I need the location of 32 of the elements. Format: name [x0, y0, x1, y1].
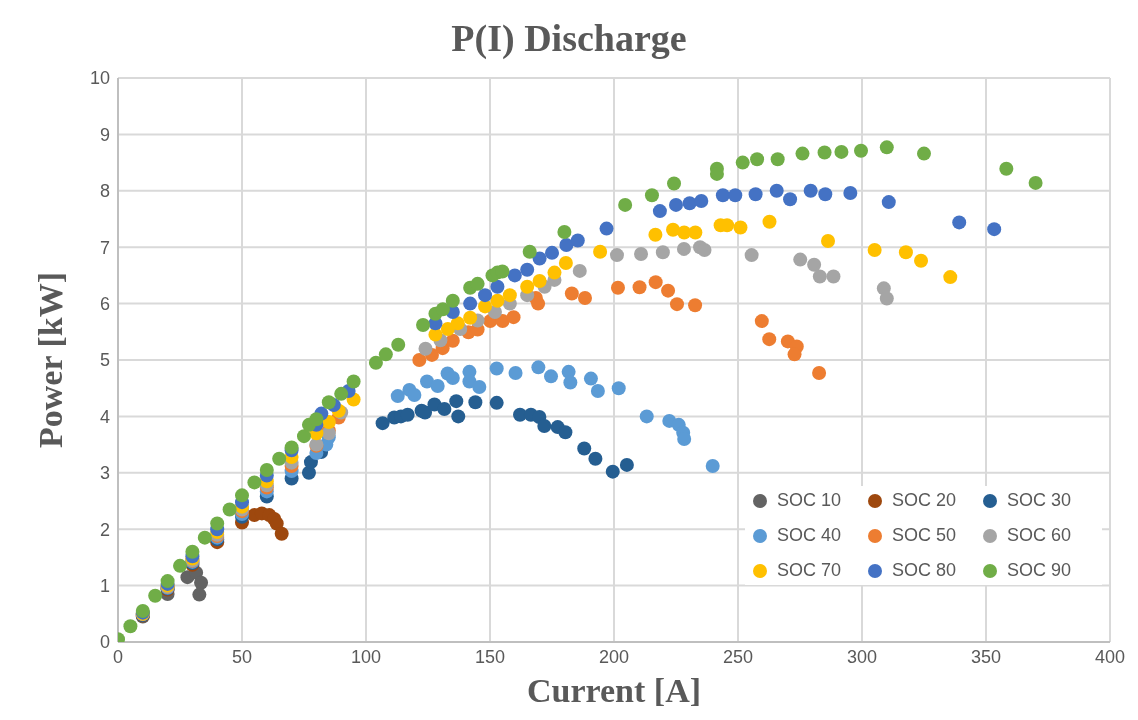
x-tick-label: 0: [112, 646, 124, 667]
legend-label: SOC 40: [777, 525, 842, 546]
chart-title: P(I) Discharge: [450, 16, 688, 60]
y-tick-label: 7: [99, 237, 110, 258]
y-tick-label: 6: [99, 293, 110, 314]
y-tick-label: 0: [99, 632, 110, 653]
y-tick-label: 9: [99, 124, 110, 145]
x-tick-label: 400: [1094, 646, 1126, 667]
x-tick-label: 100: [350, 646, 382, 667]
x-tick-label: 250: [722, 646, 754, 667]
legend-label: SOC 10: [777, 490, 842, 511]
x-tick-label: 300: [846, 646, 878, 667]
legend-label: SOC 70: [777, 560, 842, 581]
legend-label: SOC 50: [892, 525, 957, 546]
legend-label: SOC 90: [1007, 560, 1072, 581]
x-tick-label: 200: [598, 646, 630, 667]
y-tick-label: 10: [89, 68, 110, 89]
x-tick-label: 350: [970, 646, 1002, 667]
legend-label: SOC 20: [892, 490, 957, 511]
y-tick-label: 2: [99, 519, 110, 540]
y-tick-label: 5: [99, 350, 110, 371]
legend-label: SOC 80: [892, 560, 957, 581]
x-axis-title: Current [A]: [526, 672, 702, 709]
y-tick-label: 3: [99, 463, 110, 484]
y-tick-label: 1: [99, 575, 110, 596]
x-tick-label: 50: [231, 646, 253, 667]
x-tick-label: 150: [474, 646, 506, 667]
legend-label: SOC 30: [1007, 490, 1072, 511]
y-tick-label: 8: [99, 181, 110, 202]
y-axis-title: Power [kW]: [32, 272, 70, 448]
y-tick-label: 4: [99, 406, 110, 427]
legend-label: SOC 60: [1007, 525, 1072, 546]
